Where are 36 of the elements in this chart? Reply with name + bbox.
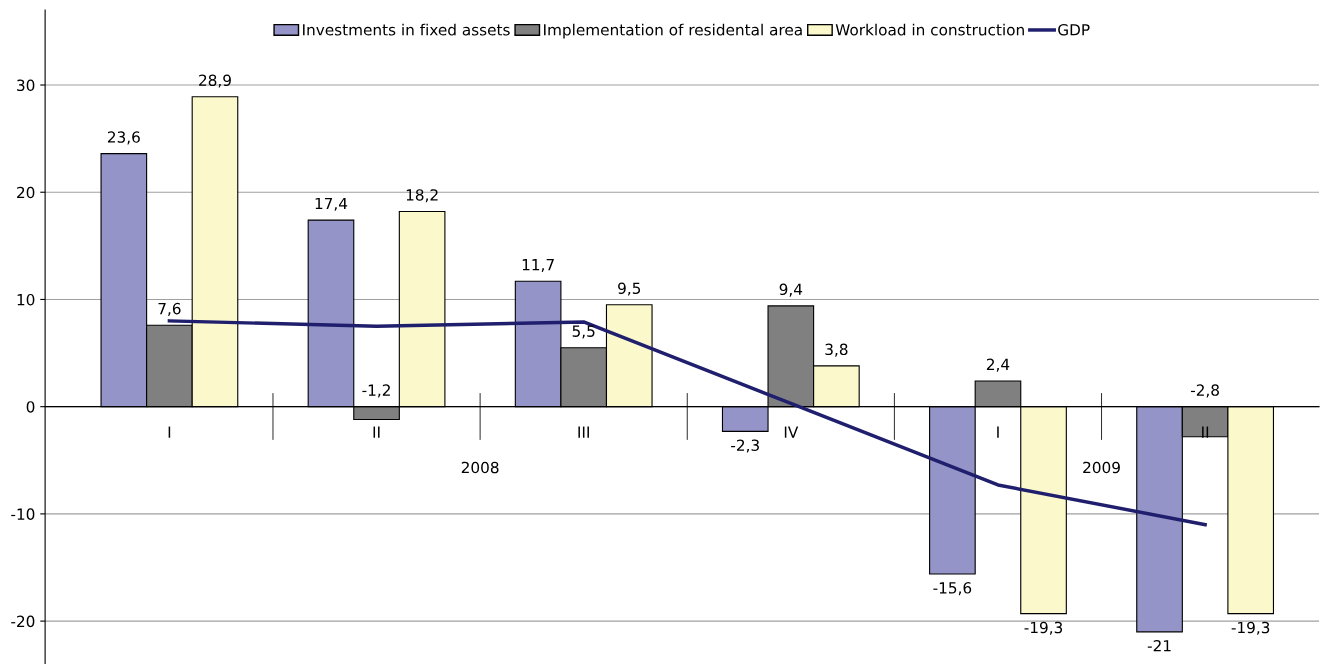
x-tick-label: I bbox=[997, 426, 999, 438]
data-label: 9,4 bbox=[779, 283, 803, 297]
y-tick-label: 0 bbox=[26, 401, 35, 413]
data-label: -1,2 bbox=[362, 384, 390, 398]
x-tick-label: III bbox=[578, 426, 589, 438]
data-label: 23,6 bbox=[107, 131, 140, 145]
y-tick-label: -20 bbox=[11, 615, 35, 628]
legend-label: GDP bbox=[1058, 23, 1090, 36]
legend-label: Workload in construction bbox=[835, 23, 1024, 36]
data-label: 2,4 bbox=[986, 358, 1010, 372]
x-tick-label: I bbox=[168, 426, 171, 438]
data-label: 17,4 bbox=[315, 197, 348, 211]
data-label: -19,3 bbox=[1024, 621, 1063, 635]
y-tick-label: 20 bbox=[17, 186, 35, 199]
data-label: 7,6 bbox=[158, 302, 181, 316]
x-tick-label: II bbox=[373, 426, 380, 438]
data-label: -2,3 bbox=[731, 439, 759, 453]
data-label: -21 bbox=[1147, 639, 1171, 652]
data-label: 5,5 bbox=[572, 325, 595, 339]
data-label: -19,3 bbox=[1231, 621, 1270, 635]
x-tick-label: IV bbox=[784, 426, 799, 438]
data-label: -2,8 bbox=[1190, 384, 1219, 398]
annotation: 2008 bbox=[461, 461, 499, 474]
annotation: 2009 bbox=[1083, 461, 1120, 474]
data-label: 11,7 bbox=[522, 259, 554, 272]
y-tick-label: 30 bbox=[17, 79, 35, 92]
data-label: 9,5 bbox=[618, 282, 641, 296]
data-label: 3,8 bbox=[825, 343, 848, 357]
data-label: -15,6 bbox=[933, 582, 972, 596]
legend-label: Investments in fixed assets bbox=[303, 23, 510, 36]
legend-label: Implementation of residental area bbox=[544, 23, 802, 39]
y-tick-label: 10 bbox=[17, 293, 35, 306]
data-label: 18,2 bbox=[406, 189, 438, 203]
data-label: 28,9 bbox=[199, 74, 231, 88]
y-tick-label: -10 bbox=[11, 508, 35, 520]
x-tick-label: II bbox=[1202, 426, 1209, 438]
